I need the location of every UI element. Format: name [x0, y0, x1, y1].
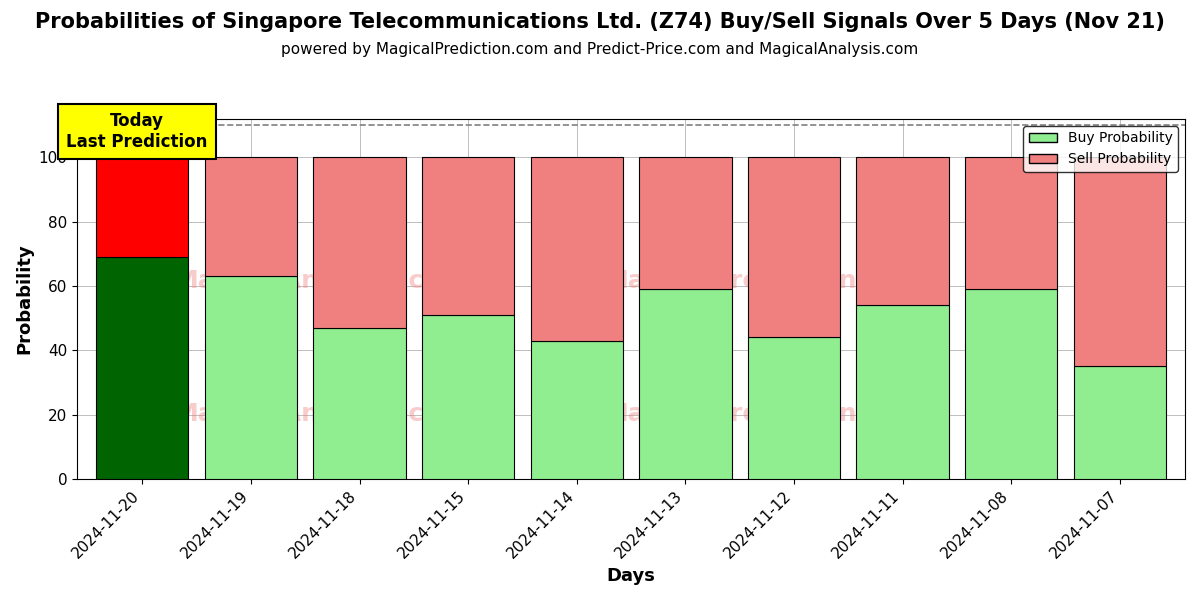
- Y-axis label: Probability: Probability: [14, 244, 32, 354]
- Bar: [748, 337, 840, 479]
- Bar: [530, 157, 623, 341]
- Bar: [965, 157, 1057, 289]
- Text: powered by MagicalPrediction.com and Predict-Price.com and MagicalAnalysis.com: powered by MagicalPrediction.com and Pre…: [281, 42, 919, 57]
- Bar: [857, 305, 949, 479]
- Bar: [96, 257, 188, 479]
- Bar: [313, 328, 406, 479]
- Bar: [965, 289, 1057, 479]
- Bar: [205, 277, 298, 479]
- Bar: [422, 315, 515, 479]
- Text: Probabilities of Singapore Telecommunications Ltd. (Z74) Buy/Sell Signals Over 5: Probabilities of Singapore Telecommunica…: [35, 12, 1165, 32]
- Bar: [640, 289, 732, 479]
- Bar: [1074, 157, 1166, 367]
- Bar: [857, 157, 949, 305]
- Bar: [640, 157, 732, 289]
- Bar: [530, 341, 623, 479]
- Bar: [205, 157, 298, 277]
- Bar: [748, 157, 840, 337]
- Text: MagicalPrediction.com: MagicalPrediction.com: [604, 402, 925, 426]
- Text: MagicalAnalysis.com: MagicalAnalysis.com: [174, 269, 468, 293]
- Text: MagicalAnalysis.com: MagicalAnalysis.com: [174, 402, 468, 426]
- Bar: [1074, 367, 1166, 479]
- Bar: [422, 157, 515, 315]
- Text: Today
Last Prediction: Today Last Prediction: [66, 112, 208, 151]
- X-axis label: Days: Days: [607, 567, 655, 585]
- Bar: [96, 157, 188, 257]
- Legend: Buy Probability, Sell Probability: Buy Probability, Sell Probability: [1024, 126, 1178, 172]
- Text: MagicalPrediction.com: MagicalPrediction.com: [604, 269, 925, 293]
- Bar: [313, 157, 406, 328]
